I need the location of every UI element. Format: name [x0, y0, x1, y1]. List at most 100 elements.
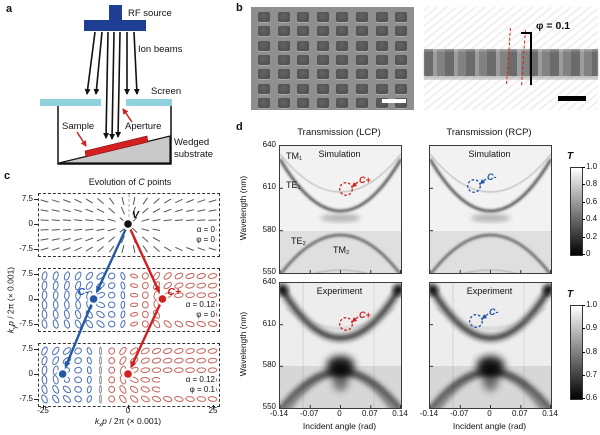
colorbar-tick-mark	[582, 305, 585, 306]
colorbar-tick-label: 0.8	[586, 346, 598, 356]
nanopillar-array	[251, 7, 414, 110]
nanopillar	[258, 26, 270, 37]
rf-source-label: RF source	[128, 8, 172, 19]
alpha-1: α = 0	[196, 225, 215, 234]
nanopillar	[277, 97, 290, 108]
nanopillar	[395, 12, 408, 22]
heatmap-lcp-simulation: C+	[280, 146, 401, 273]
sim-label-rcp: Simulation	[468, 149, 511, 159]
nanopillar	[277, 69, 290, 80]
colorbar-tick-mark	[582, 219, 585, 221]
nanopillar	[316, 12, 329, 22]
c-y-tick-label: -7.5	[19, 394, 33, 403]
sample-label: Sample	[62, 121, 95, 132]
vertical-reference-line	[530, 32, 532, 85]
colorbar-tick-mark	[582, 167, 585, 168]
fabrication-schematic	[40, 5, 172, 165]
c-point-annotation-label: C-	[489, 307, 499, 317]
annotation-arrows	[76, 108, 133, 147]
c-y-tick-mark	[34, 349, 38, 350]
c-y-tick-label: 7.5	[21, 344, 33, 353]
nanopillar	[316, 40, 329, 51]
mode-label-te1: TE₁	[286, 180, 301, 190]
c-x-tick-mark	[43, 405, 44, 409]
colorbar-tick-label: 0.6	[586, 393, 598, 402]
scale-bar-white	[382, 99, 406, 103]
c-y-tick-mark	[34, 324, 38, 325]
nanopillar	[395, 26, 408, 37]
panel-label-b: b	[236, 2, 243, 14]
rcp-title: Transmission (RCP)	[446, 127, 532, 138]
nanopillar	[336, 83, 349, 94]
colorbar-tick-label: 1.0	[586, 162, 598, 171]
sample-slab	[84, 135, 149, 158]
nanopillar	[395, 83, 408, 94]
c-y-tick-mark	[34, 374, 38, 375]
nanopillar	[375, 54, 388, 65]
nanopillar	[297, 12, 310, 22]
wavelength-tick-label: 610	[262, 182, 276, 192]
nanopillar	[277, 26, 290, 37]
nanopillar	[356, 97, 368, 108]
angle-tick-label: -0.07	[450, 409, 469, 418]
wavelength-tick-label: 640	[262, 140, 276, 149]
c-subpanel-1	[38, 193, 220, 257]
pillar-band	[424, 49, 598, 76]
rf-source-stem	[109, 5, 122, 21]
heatmap-rcp-experiment: C-	[430, 283, 551, 408]
angle-tick-label: 0.07	[511, 409, 528, 418]
alpha-3: α = 0.12	[185, 375, 215, 384]
xlabel-p: p	[102, 416, 107, 426]
nanopillar	[258, 83, 270, 94]
c-params-3: α = 0.12 φ = 0.1	[160, 375, 216, 396]
nanopillar	[375, 26, 388, 37]
screen-label: Screen	[151, 86, 182, 97]
nanopillar	[375, 40, 388, 51]
panel-label-d: d	[236, 121, 243, 133]
c-x-tick-mark	[128, 405, 129, 409]
nanopillar	[336, 54, 349, 65]
substrate-line	[424, 77, 598, 81]
wavelength-tick-label: 580	[262, 224, 276, 234]
nanopillar	[297, 69, 310, 80]
wavelength-tick-label: 610	[262, 318, 276, 328]
colorbar-tick-mark	[582, 201, 585, 203]
c-y-tick-mark	[34, 249, 38, 250]
c-y-tick-label: 0	[28, 369, 33, 378]
mode-label-te2: TE₂	[291, 236, 306, 246]
nanopillar	[375, 12, 388, 22]
angle-tick	[521, 32, 531, 34]
colorbar-top-label: T	[567, 151, 574, 162]
colorbar-tick-label: 0.2	[586, 231, 598, 241]
plot-rcp-simulation: C-	[429, 145, 552, 274]
c-point-annotation: C-	[469, 307, 499, 328]
angle-tick-label: 0.14	[392, 409, 408, 418]
mode-label-tm1: TM₁	[286, 151, 303, 161]
nanopillar	[258, 12, 270, 22]
nanopillar	[297, 83, 310, 94]
nanopillar	[316, 26, 329, 37]
ion-beam-arrows	[84, 31, 140, 140]
c-y-tick-label: 0	[28, 294, 33, 303]
scale-bar-black	[558, 96, 586, 101]
c-params-2: α = 0.12 φ = 0	[160, 300, 216, 321]
c-y-tick-mark	[34, 199, 38, 200]
colorbar-tick-label: 0.8	[586, 179, 598, 189]
panel-label-c: c	[4, 170, 11, 182]
phi-angle-label: φ = 0.1	[536, 20, 571, 32]
colorbar-tick-label: 1.0	[586, 300, 598, 309]
c-y-tick-label: 0	[28, 219, 33, 228]
nanopillar	[277, 83, 290, 94]
title-c-italic: C	[138, 177, 145, 187]
rf-source-bar	[84, 20, 146, 31]
c-y-tick-label: -7.5	[19, 244, 33, 253]
alpha-2: α = 0.12	[185, 300, 215, 309]
sim-label-lcp: Simulation	[318, 149, 361, 159]
nanopillar	[356, 83, 368, 94]
c-point-annotation-label: C+	[359, 175, 371, 185]
colorbar-tick-mark	[582, 398, 585, 399]
nanopillar	[375, 69, 388, 80]
nanopillar	[375, 83, 388, 94]
nanopillar	[258, 40, 270, 51]
